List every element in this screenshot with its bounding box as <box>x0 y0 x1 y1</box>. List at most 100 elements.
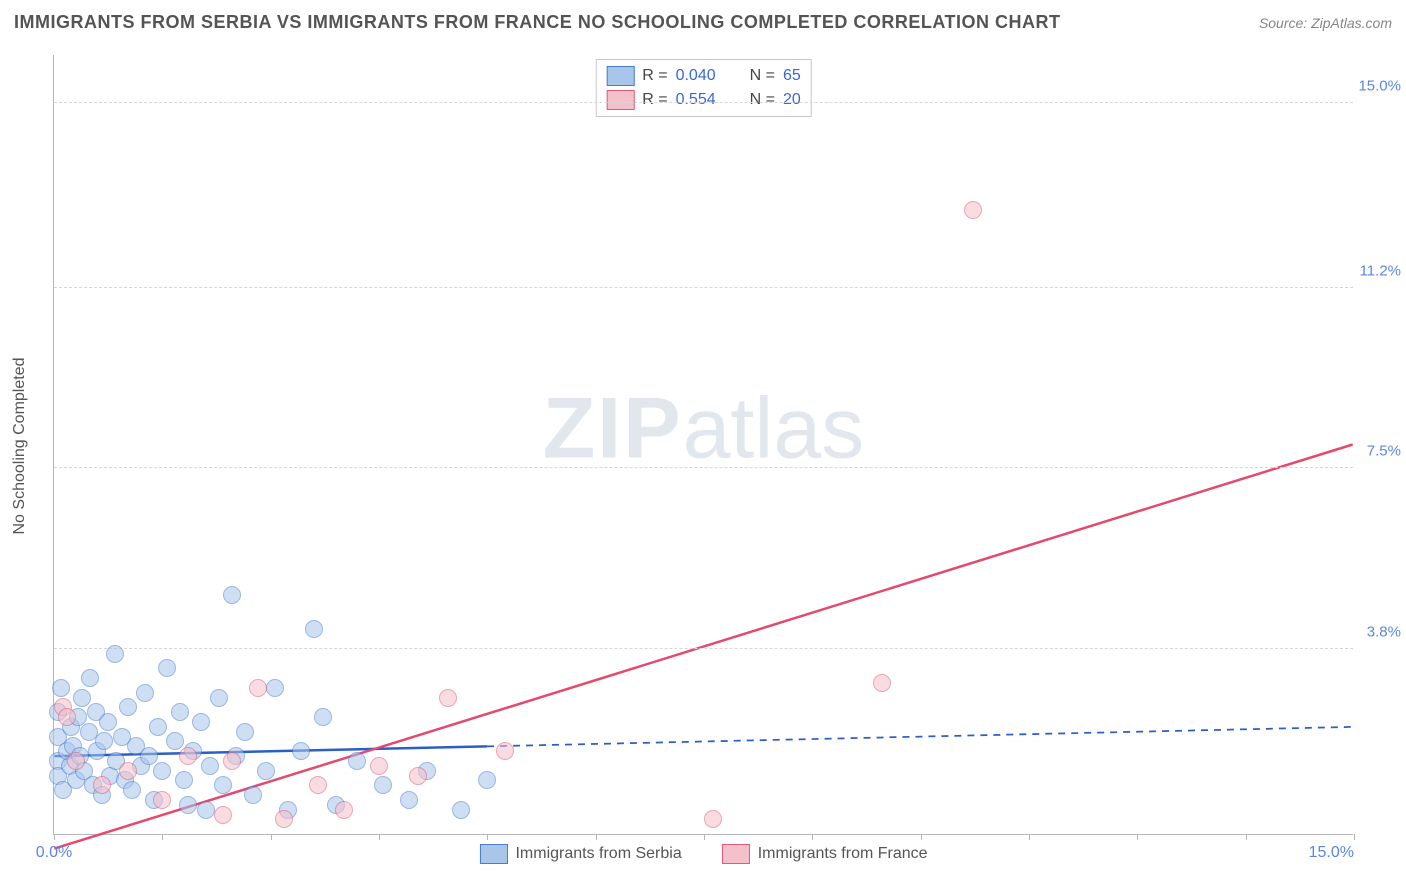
source-label: Source: ZipAtlas.com <box>1259 15 1392 31</box>
data-point <box>305 620 323 638</box>
x-tick <box>1137 834 1138 840</box>
legend-swatch <box>722 844 750 864</box>
plot-area: ZIPatlas R = 0.040 N = 65 R = 0.554 N = … <box>53 55 1353 835</box>
y-tick-label: 7.5% <box>1367 443 1401 460</box>
data-point <box>119 698 137 716</box>
legend-swatch <box>606 90 634 110</box>
trend-lines <box>54 55 1353 834</box>
data-point <box>335 801 353 819</box>
data-point <box>496 742 514 760</box>
data-point <box>223 752 241 770</box>
gridline <box>54 648 1353 649</box>
data-point <box>275 810 293 828</box>
data-point <box>210 689 228 707</box>
x-tick <box>54 834 55 840</box>
legend-stat-row: R = 0.040 N = 65 <box>606 64 801 88</box>
watermark: ZIPatlas <box>543 379 864 478</box>
data-point <box>99 713 117 731</box>
data-point <box>140 747 158 765</box>
data-point <box>292 742 310 760</box>
gridline <box>54 102 1353 103</box>
x-tick <box>1354 834 1355 840</box>
data-point <box>58 708 76 726</box>
x-tick <box>379 834 380 840</box>
data-point <box>400 791 418 809</box>
data-point <box>964 201 982 219</box>
data-point <box>348 752 366 770</box>
legend-series: Immigrants from Serbia Immigrants from F… <box>479 844 927 864</box>
data-point <box>266 679 284 697</box>
chart-title: IMMIGRANTS FROM SERBIA VS IMMIGRANTS FRO… <box>14 12 1060 33</box>
data-point <box>158 659 176 677</box>
data-point <box>197 801 215 819</box>
legend-stat-row: R = 0.554 N = 20 <box>606 88 801 112</box>
y-tick-label: 3.8% <box>1367 623 1401 640</box>
x-tick-label: 0.0% <box>36 844 72 862</box>
data-point <box>223 586 241 604</box>
x-tick <box>162 834 163 840</box>
data-point <box>409 767 427 785</box>
y-axis-label: No Schooling Completed <box>11 358 29 535</box>
legend-label: Immigrants from France <box>758 845 928 863</box>
n-value: 65 <box>783 67 801 85</box>
r-value: 0.554 <box>676 91 716 109</box>
x-tick <box>487 834 488 840</box>
data-point <box>704 810 722 828</box>
y-tick-label: 11.2% <box>1360 263 1401 280</box>
data-point <box>171 703 189 721</box>
data-point <box>249 679 267 697</box>
x-tick <box>1246 834 1247 840</box>
data-point <box>370 757 388 775</box>
x-tick <box>1029 834 1030 840</box>
y-tick-label: 15.0% <box>1358 77 1401 94</box>
data-point <box>214 806 232 824</box>
x-tick <box>921 834 922 840</box>
data-point <box>374 776 392 794</box>
data-point <box>179 747 197 765</box>
trend-line-dashed <box>487 727 1353 746</box>
data-point <box>81 669 99 687</box>
data-point <box>67 752 85 770</box>
data-point <box>452 801 470 819</box>
r-label: R = <box>642 91 667 109</box>
data-point <box>175 771 193 789</box>
legend-item: Immigrants from France <box>722 844 928 864</box>
data-point <box>153 762 171 780</box>
n-label: N = <box>750 67 775 85</box>
data-point <box>192 713 210 731</box>
data-point <box>214 776 232 794</box>
n-value: 20 <box>783 91 801 109</box>
data-point <box>153 791 171 809</box>
data-point <box>119 762 137 780</box>
data-point <box>106 645 124 663</box>
data-point <box>873 674 891 692</box>
x-tick <box>596 834 597 840</box>
data-point <box>309 776 327 794</box>
gridline <box>54 287 1353 288</box>
x-tick <box>812 834 813 840</box>
data-point <box>439 689 457 707</box>
data-point <box>201 757 219 775</box>
legend-label: Immigrants from Serbia <box>515 845 681 863</box>
r-value: 0.040 <box>676 67 716 85</box>
legend-stats: R = 0.040 N = 65 R = 0.554 N = 20 <box>595 59 812 117</box>
data-point <box>95 732 113 750</box>
data-point <box>236 723 254 741</box>
legend-swatch <box>479 844 507 864</box>
data-point <box>149 718 167 736</box>
data-point <box>257 762 275 780</box>
data-point <box>166 732 184 750</box>
gridline <box>54 467 1353 468</box>
x-tick-label: 15.0% <box>1309 844 1354 862</box>
n-label: N = <box>750 91 775 109</box>
data-point <box>123 781 141 799</box>
data-point <box>314 708 332 726</box>
legend-swatch <box>606 66 634 86</box>
x-tick <box>271 834 272 840</box>
legend-item: Immigrants from Serbia <box>479 844 681 864</box>
data-point <box>244 786 262 804</box>
data-point <box>179 796 197 814</box>
data-point <box>52 679 70 697</box>
data-point <box>93 776 111 794</box>
data-point <box>478 771 496 789</box>
